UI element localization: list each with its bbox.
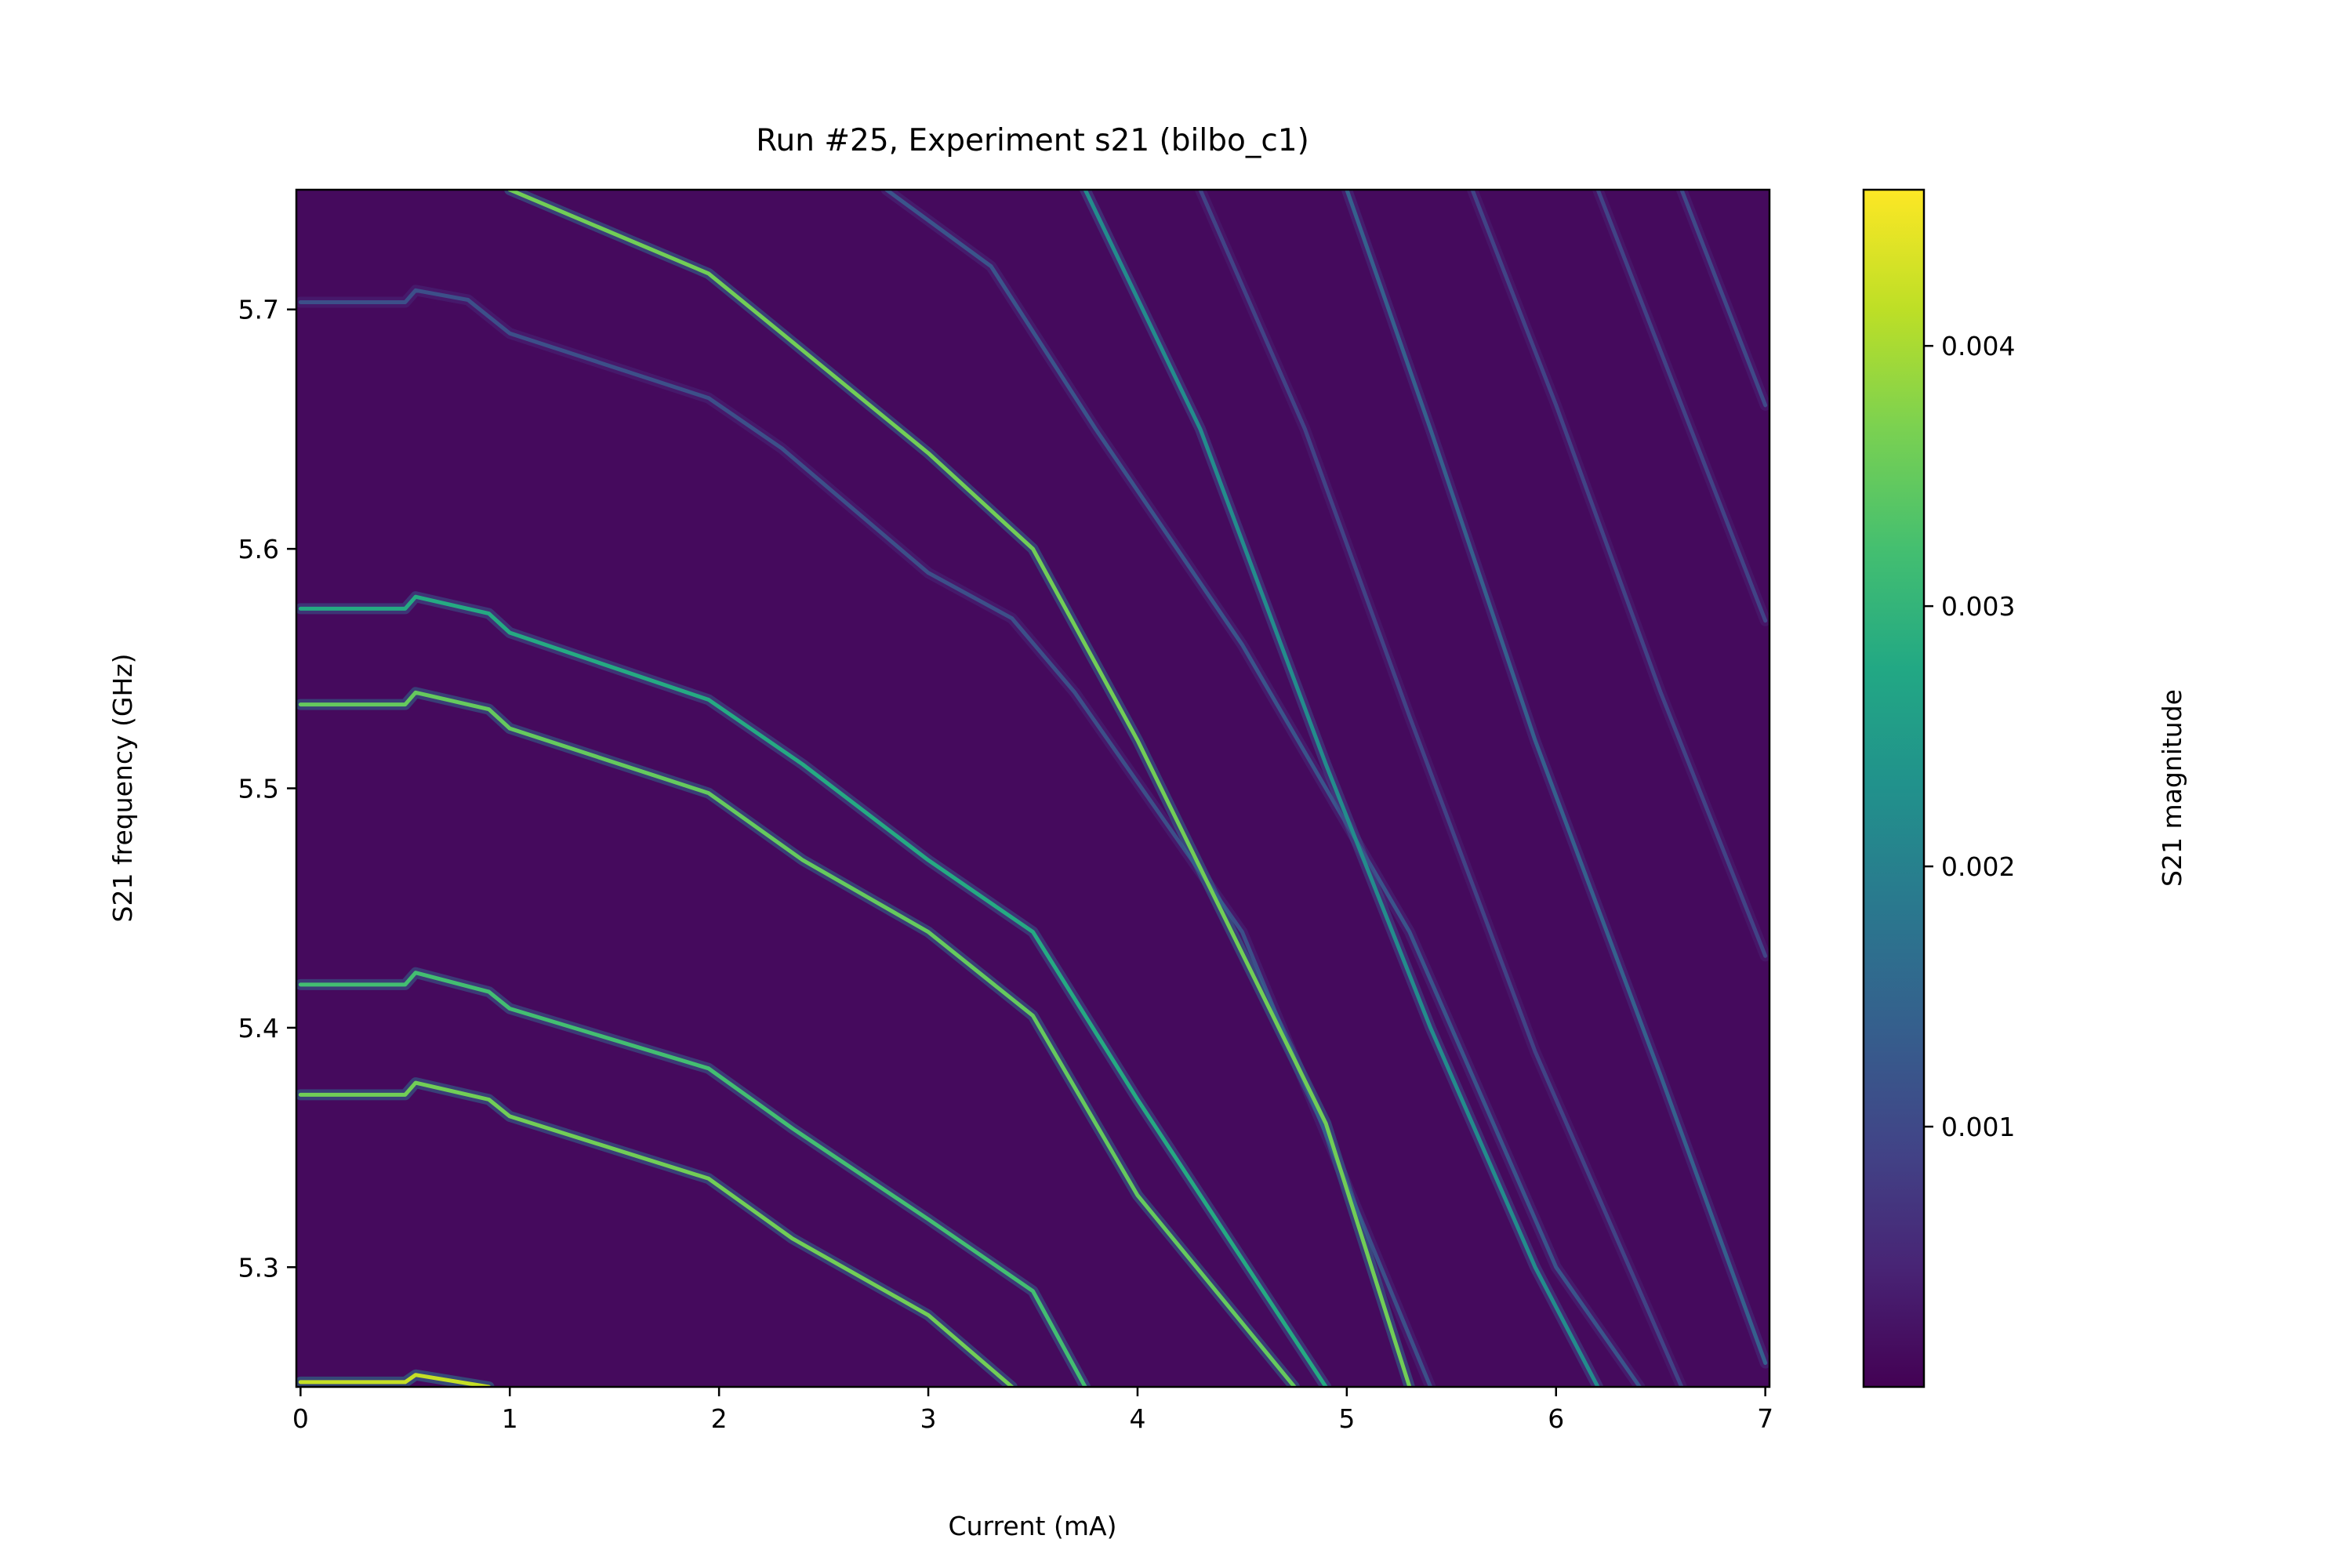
- x-axis: 0 1 2 3 4 5 6 7: [292, 1387, 1773, 1434]
- x-axis-label: Current (mA): [949, 1511, 1117, 1541]
- x-tick-label: 4: [1129, 1403, 1145, 1434]
- x-tick-label: 0: [292, 1403, 309, 1434]
- resonance-line: [298, 288, 1433, 1387]
- y-tick-label: 5.3: [238, 1252, 279, 1283]
- colorbar-tick-label: 0.003: [1941, 591, 2015, 622]
- heatmap-data: [296, 190, 1769, 1387]
- y-tick-label: 5.4: [238, 1013, 279, 1044]
- resonance-line: [1083, 190, 1600, 1387]
- resonance-line: [884, 190, 1642, 1387]
- y-axis: 5.3 5.4 5.5 5.6 5.7: [238, 295, 296, 1283]
- y-axis-label: S21 frequency (GHz): [107, 654, 138, 923]
- chart-title: Run #25, Experiment s21 (bilbo_c1): [756, 123, 1309, 158]
- x-tick-label: 3: [920, 1403, 937, 1434]
- colorbar: [1862, 188, 1926, 1388]
- resonance-line: [1198, 190, 1684, 1387]
- resonance-line: [298, 690, 1297, 1387]
- colorbar-tick-label: 0.002: [1941, 851, 2015, 882]
- y-tick-label: 5.5: [238, 774, 279, 804]
- resonance-line: [1679, 190, 1768, 408]
- colorbar-axis: 0.001 0.002 0.003 0.004: [1924, 331, 2015, 1142]
- y-tick-label: 5.7: [238, 295, 279, 325]
- x-tick-label: 6: [1548, 1403, 1564, 1434]
- resonance-line: [298, 971, 1087, 1387]
- x-tick-label: 5: [1338, 1403, 1355, 1434]
- resonance-line: [298, 1080, 1014, 1387]
- resonance-line: [1470, 190, 1768, 958]
- resonance-line: [1595, 190, 1768, 623]
- resonance-line: [298, 1373, 492, 1387]
- colorbar-tick-label: 0.004: [1941, 331, 2015, 361]
- colorbar-tick-label: 0.001: [1941, 1112, 2015, 1142]
- resonance-line: [1345, 190, 1768, 1365]
- resonance-line: [298, 594, 1328, 1387]
- colorbar-label: S21 magnitude: [2157, 689, 2187, 887]
- x-tick-label: 2: [711, 1403, 728, 1434]
- x-tick-label: 1: [502, 1403, 518, 1434]
- resonance-line: [507, 190, 1412, 1387]
- x-tick-label: 7: [1757, 1403, 1773, 1434]
- y-tick-label: 5.6: [238, 534, 279, 564]
